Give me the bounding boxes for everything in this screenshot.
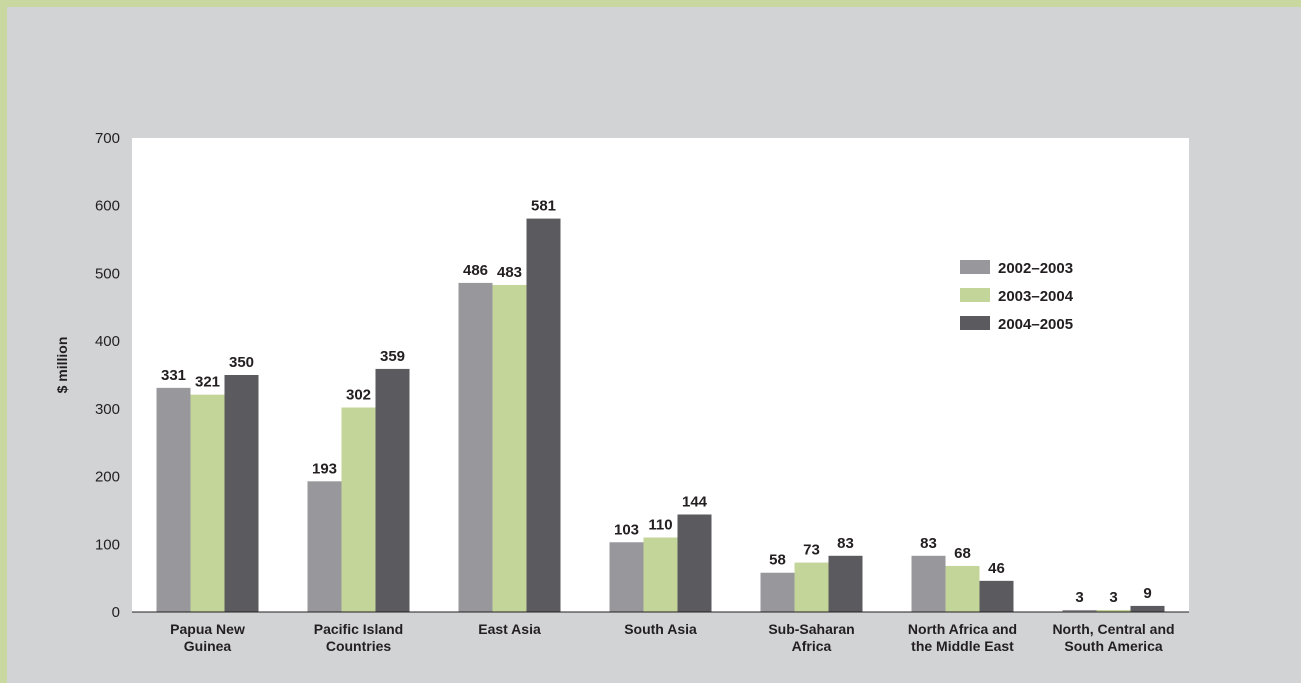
category-label: the Middle East — [911, 638, 1014, 654]
y-axis-ticks: 0 100 200 300 400 500 600 700 — [95, 130, 120, 621]
bar — [945, 565, 980, 612]
data-label: 331 — [161, 367, 186, 384]
category-label: Pacific Island — [314, 621, 403, 637]
y-tick-label: 200 — [95, 469, 120, 486]
data-label: 302 — [346, 387, 371, 404]
bar-group: 331 321 350 — [156, 354, 259, 612]
bar — [190, 394, 225, 612]
bar — [1062, 609, 1097, 612]
y-tick-label: 500 — [95, 265, 120, 282]
bar — [677, 514, 712, 612]
bar-group: 103 110 144 — [609, 493, 712, 612]
data-label: 483 — [497, 264, 522, 281]
bar-group: 486 483 581 — [458, 198, 561, 612]
data-label: 46 — [988, 560, 1005, 577]
category-label: Africa — [792, 638, 832, 654]
bar — [794, 562, 829, 612]
bar-group: 58 73 83 — [760, 535, 863, 612]
bar — [979, 580, 1014, 612]
legend: 2002–2003 2003–2004 2004–2005 — [960, 260, 1074, 333]
legend-label: 2004–2005 — [998, 316, 1073, 333]
category-label: Countries — [326, 638, 392, 654]
category-label: Sub-Saharan — [768, 621, 854, 637]
data-label: 3 — [1109, 589, 1117, 606]
bar-group: 193 302 359 — [307, 348, 410, 612]
bar — [643, 537, 678, 612]
data-label: 193 — [312, 460, 337, 477]
data-label: 486 — [463, 262, 488, 279]
bar — [156, 387, 191, 612]
bar — [224, 375, 259, 612]
bar — [1130, 605, 1165, 612]
y-tick-label: 0 — [112, 604, 120, 621]
bar — [828, 555, 863, 612]
data-label: 58 — [769, 552, 786, 569]
bar-group: 83 68 46 — [911, 535, 1014, 612]
y-tick-label: 600 — [95, 198, 120, 215]
bar-groups: 331 321 350 193 302 359 486 483 581 103 110 144 58 73… — [156, 198, 1165, 612]
data-label: 68 — [954, 545, 971, 562]
bar — [609, 542, 644, 612]
bar — [1096, 609, 1131, 612]
bar — [307, 481, 342, 612]
bar — [911, 555, 946, 612]
y-tick-label: 300 — [95, 401, 120, 418]
data-label: 73 — [803, 542, 820, 559]
data-label: 103 — [614, 521, 639, 538]
y-tick-label: 100 — [95, 536, 120, 553]
data-label: 581 — [531, 198, 556, 215]
legend-label: 2003–2004 — [998, 288, 1074, 305]
bar — [492, 284, 527, 612]
bar — [341, 407, 376, 612]
y-tick-label: 400 — [95, 333, 120, 350]
category-label: North Africa and — [908, 621, 1017, 637]
bar — [458, 282, 493, 612]
bar — [375, 368, 410, 612]
category-label: South America — [1064, 638, 1162, 654]
data-label: 3 — [1075, 589, 1083, 606]
data-label: 83 — [837, 535, 854, 552]
legend-swatch — [960, 260, 990, 274]
category-label: East Asia — [478, 621, 541, 637]
y-tick-label: 700 — [95, 130, 120, 147]
data-label: 359 — [380, 348, 405, 365]
bar — [526, 218, 561, 612]
category-label: North, Central and — [1052, 621, 1174, 637]
bar — [760, 572, 795, 612]
legend-swatch — [960, 316, 990, 330]
bar-group: 3 3 9 — [1062, 585, 1165, 612]
data-label: 110 — [648, 517, 672, 534]
data-label: 9 — [1143, 585, 1151, 602]
data-label: 144 — [682, 493, 708, 510]
data-label: 83 — [920, 535, 937, 552]
legend-label: 2002–2003 — [998, 260, 1073, 277]
data-label: 321 — [195, 374, 220, 391]
data-label: 350 — [229, 354, 254, 371]
category-label: Papua New — [170, 621, 245, 637]
category-label: Guinea — [184, 638, 232, 654]
legend-swatch — [960, 288, 990, 302]
category-label: South Asia — [624, 621, 697, 637]
y-axis-title: $ million — [54, 337, 70, 394]
